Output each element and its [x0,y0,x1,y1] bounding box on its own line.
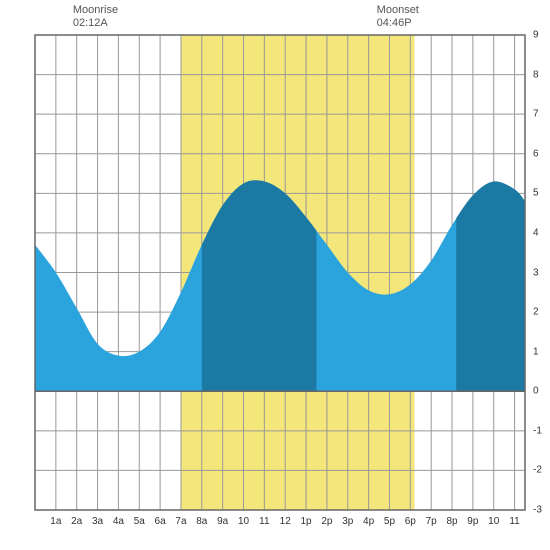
x-tick-label: 10 [238,516,249,527]
y-tick-label: 1 [533,346,539,357]
x-tick-label: 2p [321,516,332,527]
x-tick-label: 3a [92,516,103,527]
x-tick-label: 1p [301,516,312,527]
x-tick-label: 8p [446,516,457,527]
x-tick-label: 2a [71,516,82,527]
x-tick-label: 9a [217,516,228,527]
x-tick-label: 5a [134,516,145,527]
moon-rise-title: Moonrise [73,4,118,17]
moon-rise-label: Moonrise02:12A [73,4,118,30]
x-tick-label: 11 [509,516,519,527]
y-tick-label: 6 [533,148,539,159]
x-tick-label: 9p [467,516,478,527]
y-tick-label: -3 [533,505,542,516]
x-tick-label: 12 [280,516,291,527]
y-tick-label: 9 [533,30,539,41]
y-tick-label: 4 [533,227,539,238]
moon-rise-time: 02:12A [73,17,118,30]
x-tick-label: 4p [363,516,374,527]
x-tick-label: 7p [426,516,437,527]
y-tick-label: 3 [533,267,539,278]
y-tick-label: 0 [533,386,539,397]
y-tick-label: -2 [533,465,542,476]
y-tick-label: 7 [533,109,539,120]
chart-svg [0,0,550,550]
x-tick-label: 3p [342,516,353,527]
moon-set-time: 04:46P [377,17,419,30]
y-tick-label: -1 [533,425,542,436]
x-tick-label: 5p [384,516,395,527]
x-tick-label: 11 [259,516,269,527]
x-tick-label: 8a [196,516,207,527]
moon-set-label: Moonset04:46P [377,4,419,30]
x-tick-label: 6a [155,516,166,527]
y-tick-label: 2 [533,307,539,318]
x-tick-label: 4a [113,516,124,527]
y-tick-label: 8 [533,69,539,80]
x-tick-label: 10 [488,516,499,527]
y-tick-label: 5 [533,188,539,199]
moon-set-title: Moonset [377,4,419,17]
tide-chart: 1a2a3a4a5a6a7a8a9a1011121p2p3p4p5p6p7p8p… [0,0,550,550]
x-tick-label: 6p [405,516,416,527]
x-tick-label: 7a [175,516,186,527]
x-tick-label: 1a [50,516,61,527]
